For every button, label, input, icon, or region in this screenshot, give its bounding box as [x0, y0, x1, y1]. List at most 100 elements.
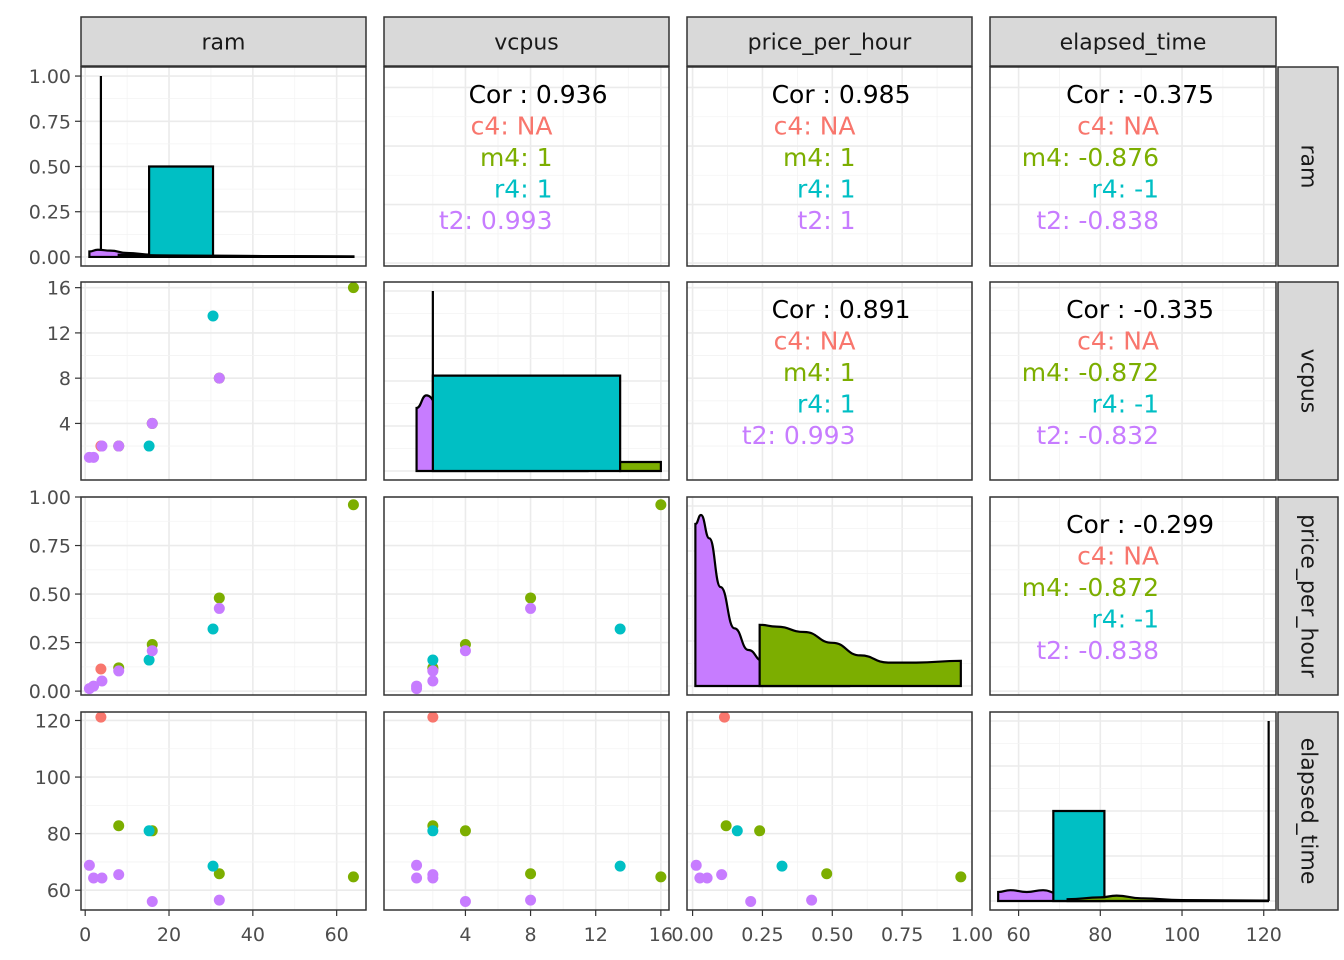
panel-border — [989, 66, 1277, 267]
point-t2 — [411, 680, 423, 692]
density-r4 — [1052, 809, 1106, 903]
point-t2 — [411, 872, 423, 884]
y-tick-label-ram: 1.00 — [29, 66, 71, 88]
panel-vcpus-vcpus — [383, 281, 670, 481]
point-m4 — [213, 592, 225, 604]
x-tick-label-elapsed_time: 80 — [1088, 924, 1112, 946]
point-m4 — [213, 868, 225, 880]
point-t2 — [716, 869, 728, 881]
panel-price_per_hour-vcpus — [383, 496, 670, 696]
point-m4 — [955, 871, 967, 883]
panel-background — [384, 712, 669, 910]
cor-group-text-r4: r4: -1 — [1092, 605, 1159, 634]
point-t2 — [459, 896, 471, 908]
strip-top-price_per_hour — [686, 16, 973, 67]
point-t2 — [88, 451, 100, 463]
y-tick-label-elapsed_time: 120 — [35, 710, 71, 732]
y-tick-label-vcpus: 4 — [59, 413, 71, 435]
cor-group-text-r4: r4: -1 — [1092, 175, 1159, 204]
cor-group-text-t2: t2: 0.993 — [439, 206, 553, 235]
cor-overall-text: Cor : -0.335 — [1066, 295, 1214, 324]
x-tick-label-elapsed_time: 100 — [1164, 924, 1200, 946]
panel-border — [686, 66, 973, 267]
x-tick-label-ram: 20 — [157, 924, 181, 946]
cor-group-text-t2: t2: 0.993 — [742, 421, 856, 450]
point-t2 — [427, 665, 439, 677]
point-c4 — [427, 712, 439, 723]
strip-right-elapsed_time — [1277, 711, 1339, 911]
x-tick-label-elapsed_time: 60 — [1007, 924, 1031, 946]
panel-border — [686, 496, 973, 696]
cor-group-text-m4: m4: 1 — [783, 143, 856, 172]
density-r4 — [148, 165, 215, 259]
cor-group-text-c4: c4: NA — [471, 112, 553, 141]
panel-elapsed_time-vcpus — [383, 711, 670, 911]
x-tick-label-vcpus: 16 — [649, 924, 673, 946]
panel-elapsed_time-elapsed_time — [989, 711, 1277, 911]
points-group — [690, 712, 967, 908]
panel-background — [687, 282, 972, 480]
panel-border — [383, 281, 670, 481]
x-tick-label-price_per_hour: 0.75 — [881, 924, 923, 946]
strip-label-top-vcpus: vcpus — [494, 31, 559, 56]
panel-price_per_hour-ram — [80, 496, 367, 696]
x-tick-label-price_per_hour: 0.50 — [811, 924, 853, 946]
cor-group-text-m4: m4: -0.876 — [1022, 143, 1159, 172]
points-group — [411, 712, 667, 908]
point-m4 — [347, 499, 359, 511]
panel-border — [80, 281, 367, 481]
x-tick-label-elapsed_time: 120 — [1246, 924, 1282, 946]
point-m4 — [754, 825, 766, 837]
x-tick-label-price_per_hour: 0.25 — [741, 924, 783, 946]
y-tick-label-price_per_hour: 0.75 — [29, 536, 71, 558]
density-m4 — [758, 623, 962, 688]
point-t2 — [427, 675, 439, 687]
y-tick-label-price_per_hour: 0.25 — [29, 633, 71, 655]
point-m4 — [525, 592, 537, 604]
cor-overall-text: Cor : -0.375 — [1066, 80, 1214, 109]
points-group — [411, 499, 667, 695]
panel-border — [383, 66, 670, 267]
panel-border — [989, 711, 1277, 911]
density-group — [88, 76, 355, 259]
y-tick-label-vcpus: 12 — [47, 323, 71, 345]
panel-price_per_hour-price_per_hour — [686, 496, 973, 696]
panel-border — [989, 496, 1277, 696]
point-t2 — [113, 665, 125, 677]
panel-background — [687, 712, 972, 910]
point-t2 — [459, 645, 471, 657]
panel-border — [80, 496, 367, 696]
x-tick-label-ram: 60 — [325, 924, 349, 946]
x-tick-label-price_per_hour: 1.00 — [951, 924, 993, 946]
strip-label-right-elapsed_time: elapsed_time — [1296, 738, 1321, 885]
point-t2 — [213, 372, 225, 384]
point-r4 — [143, 440, 155, 452]
point-r4 — [614, 623, 626, 635]
y-tick-label-elapsed_time: 60 — [47, 880, 71, 902]
density-group — [415, 291, 662, 473]
strip-label-top-ram: ram — [202, 31, 246, 56]
y-tick-label-vcpus: 8 — [59, 368, 71, 390]
y-tick-label-price_per_hour: 0.50 — [29, 584, 71, 606]
y-tick-label-elapsed_time: 100 — [35, 767, 71, 789]
density-m4 — [117, 253, 355, 259]
point-r4 — [731, 825, 743, 837]
point-t2 — [690, 859, 702, 871]
strip-right-price_per_hour — [1277, 496, 1339, 696]
strip-top-ram — [80, 16, 367, 67]
point-t2 — [701, 872, 713, 884]
panel-border — [686, 281, 973, 481]
cor-group-text-t2: t2: 1 — [798, 206, 856, 235]
x-tick-label-vcpus: 4 — [459, 924, 471, 946]
point-t2 — [146, 645, 158, 657]
cor-group-text-c4: c4: NA — [774, 327, 856, 356]
density-group — [694, 513, 962, 688]
point-t2 — [88, 680, 100, 692]
point-m4 — [113, 820, 125, 832]
